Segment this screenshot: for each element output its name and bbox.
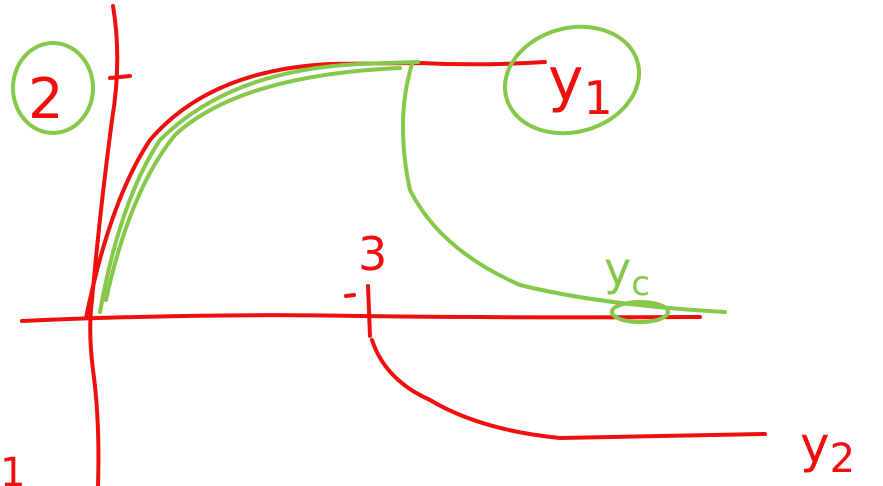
circle-yc	[610, 300, 670, 324]
label-yc: yc	[604, 242, 650, 304]
circle-2	[11, 41, 95, 135]
label-y1-sub: 1	[584, 71, 613, 125]
curve-green	[98, 60, 420, 314]
label-y1: y1	[548, 45, 613, 125]
x-tick	[344, 284, 372, 338]
curve-y1	[84, 60, 547, 320]
label-yc-sub: c	[631, 264, 650, 304]
label-y2-base: y	[800, 416, 830, 474]
label-y2-sub: 2	[830, 436, 855, 482]
x-axis-mark: 3	[358, 227, 387, 281]
label-yc-base: y	[604, 242, 631, 296]
label-y2: y2	[800, 416, 855, 482]
y-tick	[108, 74, 132, 80]
y-axis-mark: 2	[28, 67, 64, 132]
curve-green-inner	[104, 66, 402, 302]
corner-mark: 1	[0, 450, 25, 486]
circle-y1	[502, 24, 642, 136]
label-y1-base: y	[548, 45, 584, 115]
x-axis	[20, 313, 702, 323]
curve-y2	[370, 338, 767, 440]
